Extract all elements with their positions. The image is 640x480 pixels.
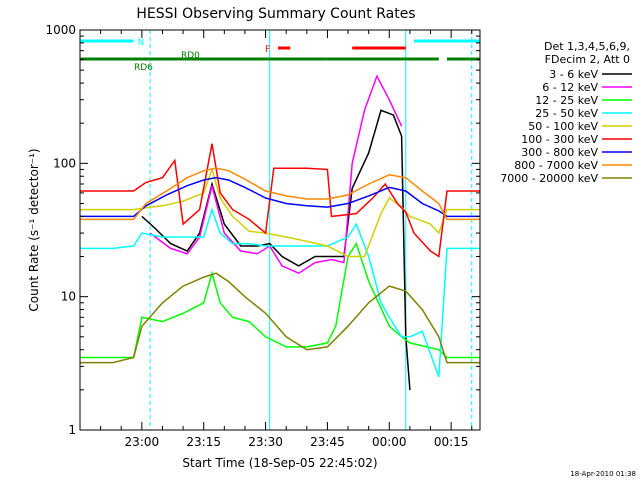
flag-label-rd0: RD0 — [181, 51, 200, 61]
legend-label: 100 - 300 keV — [521, 133, 598, 146]
x-tick-label: 23:15 — [186, 435, 221, 449]
footer-timestamp: 18-Apr-2010 01:38 — [570, 470, 636, 478]
series-line-4 — [80, 166, 480, 258]
series-layer — [80, 74, 480, 390]
flag-label-f: F — [265, 45, 270, 55]
chart-title: HESSI Observing Summary Count Rates — [136, 6, 415, 22]
flag-label-rd6: RD6 — [134, 63, 153, 73]
x-axis-label: Start Time (18-Sep-05 22:45:02) — [182, 456, 377, 470]
flag-label-n: N — [138, 38, 145, 48]
legend-header-line: FDecim 2, Att 0 — [545, 53, 630, 66]
series-line-2 — [80, 241, 480, 359]
y-tick-label: 10 — [61, 290, 76, 304]
y-axis-label: Count Rate (s⁻¹ detector⁻¹) — [27, 148, 41, 311]
legend-label: 12 - 25 keV — [535, 94, 598, 107]
y-tick-label: 100 — [53, 156, 76, 170]
series-line-5 — [80, 143, 480, 258]
series-line-6 — [80, 176, 480, 218]
legend: Det 1,3,4,5,6,9,FDecim 2, Att 0 3 - 6 keV… — [500, 40, 632, 185]
legend-label: 3 - 6 keV — [549, 68, 598, 81]
plot-frame — [79, 29, 481, 431]
x-tick-label: 23:45 — [310, 435, 345, 449]
legend-label: 7000 - 20000 keV — [500, 172, 598, 185]
legend-label: 50 - 100 keV — [528, 120, 598, 133]
y-tick-label: 1000 — [45, 23, 76, 37]
series-line-3 — [80, 207, 480, 378]
y-tick-label: 1 — [68, 423, 76, 437]
x-tick-label: 23:00 — [125, 435, 160, 449]
legend-label: 25 - 50 keV — [535, 107, 598, 120]
x-tick-label: 23:30 — [248, 435, 283, 449]
x-tick-label: 00:15 — [434, 435, 469, 449]
x-axis-ticks: 23:00 23:15 23:30 23:45 00:00 00:15 — [100, 30, 473, 449]
legend-label: 800 - 7000 keV — [514, 159, 598, 172]
legend-header-line: Det 1,3,4,5,6,9, — [544, 40, 630, 53]
annotation-bars: N F RD0 RD6 — [80, 38, 480, 73]
legend-label: 6 - 12 keV — [542, 81, 598, 94]
x-tick-label: 00:00 — [372, 435, 407, 449]
series-line-0 — [141, 109, 411, 390]
legend-label: 300 - 800 keV — [521, 146, 598, 159]
series-line-7 — [80, 167, 480, 221]
y-axis-ticks: 1 10 100 1000 — [45, 23, 480, 437]
series-line-8 — [80, 272, 480, 364]
